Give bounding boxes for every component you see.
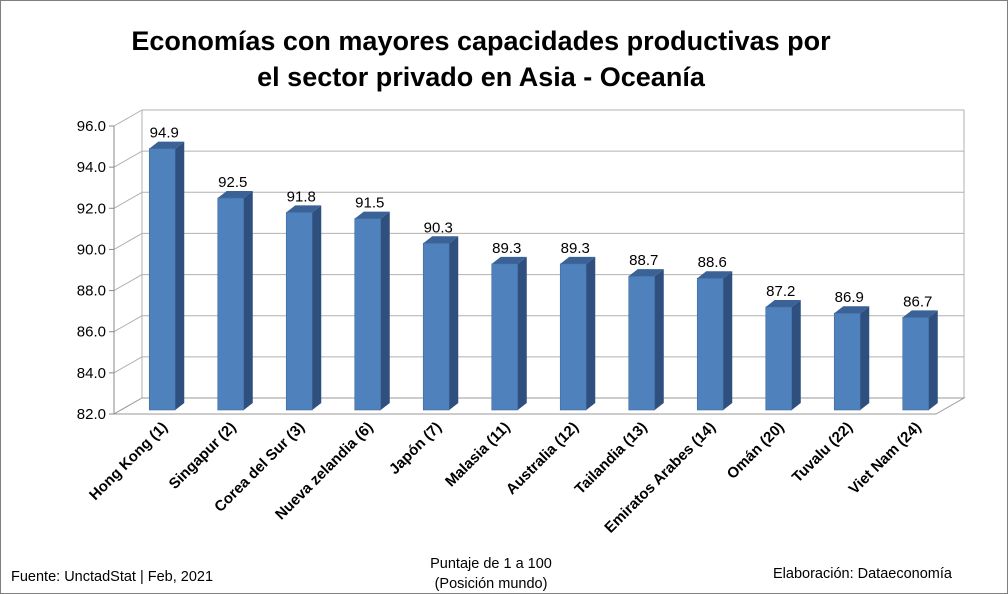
- bar: [422, 242, 450, 411]
- data-label: 92.5: [218, 174, 247, 191]
- bar-side: [860, 306, 870, 410]
- credit-note: Elaboración: Dataeconomía: [773, 566, 952, 582]
- bar-top: [217, 191, 253, 198]
- data-label: 94.9: [150, 125, 179, 142]
- chart-title-line-1: Economías con mayores capacidades produc…: [131, 26, 831, 56]
- gridline-depth: [113, 109, 143, 127]
- gridline-depth: [113, 274, 143, 292]
- bar-top: [354, 211, 390, 219]
- bar: [765, 306, 793, 411]
- bar-side: [312, 205, 322, 410]
- bar-top: [628, 269, 664, 277]
- bar: [354, 218, 382, 411]
- bar-side: [723, 271, 733, 410]
- bar-side: [586, 256, 596, 410]
- bar-side: [449, 236, 459, 410]
- gridline-depth: [113, 315, 143, 333]
- chart-floor: [112, 397, 966, 415]
- bar-side: [517, 256, 527, 410]
- x-tick-label: Omán (20): [724, 419, 788, 483]
- y-tick-label: 90.0: [77, 241, 106, 258]
- score-note-line-2: (Posición mundo): [434, 576, 548, 592]
- gridline-depth: [113, 356, 143, 374]
- x-tick-label: Japón (7): [386, 419, 445, 478]
- score-note: Puntaje de 1 a 100 (Posición mundo): [381, 554, 601, 594]
- gridline-depth: [113, 232, 143, 250]
- data-label: 90.3: [424, 219, 453, 236]
- x-tick-label: Hong Kong (1): [86, 419, 171, 504]
- data-label: 86.7: [903, 293, 932, 310]
- gridline-depth: [113, 191, 143, 209]
- bar-side: [243, 191, 253, 410]
- chart-title: Economías con mayores capacidades produc…: [1, 23, 961, 95]
- bar-top: [834, 306, 870, 314]
- bar-side: [175, 141, 185, 410]
- bar-side: [791, 300, 801, 410]
- bar-top: [423, 236, 459, 244]
- data-label: 89.3: [561, 240, 590, 257]
- bar: [285, 212, 313, 411]
- bar: [833, 312, 861, 411]
- data-label: 88.6: [698, 254, 727, 271]
- gridline-depth: [113, 150, 143, 168]
- bar: [217, 197, 245, 411]
- bar-top: [902, 310, 938, 318]
- data-label: 87.2: [766, 283, 795, 300]
- y-tick-label: 96.0: [77, 118, 106, 135]
- y-tick-label: 94.0: [77, 159, 106, 176]
- bar: [696, 277, 724, 411]
- data-label: 86.9: [835, 289, 864, 306]
- bar-top: [491, 256, 527, 264]
- source-note: Fuente: UnctadStat | Feb, 2021: [11, 569, 214, 585]
- y-tick-label: 88.0: [77, 283, 106, 300]
- bar: [148, 148, 176, 411]
- data-label: 89.3: [492, 240, 521, 257]
- bar-side: [654, 269, 664, 410]
- bar-side: [928, 310, 938, 410]
- x-tick-label: Viet Nam (24): [846, 419, 925, 498]
- y-tick-label: 86.0: [77, 324, 106, 341]
- y-tick-label: 92.0: [77, 200, 106, 217]
- score-note-line-1: Puntaje de 1 a 100: [430, 556, 552, 572]
- x-tick-label: Tuvalu (22): [789, 419, 856, 486]
- bar-top: [149, 141, 185, 149]
- bar: [628, 275, 656, 411]
- data-label: 88.7: [629, 252, 658, 269]
- bar: [491, 263, 519, 411]
- bar-top: [765, 300, 801, 308]
- x-tick-label: Emiratos Arabes (14): [601, 419, 719, 537]
- x-tick-label: Malasia (11): [442, 419, 514, 491]
- bar: [559, 263, 587, 411]
- x-tick-label: Singapur (2): [166, 419, 240, 493]
- chart-title-line-2: el sector privado en Asia - Oceanía: [257, 62, 705, 92]
- bar-side: [380, 211, 390, 410]
- y-tick-label: 82.0: [77, 406, 106, 423]
- x-tick-label: Australia (12): [503, 419, 582, 498]
- bar: [902, 317, 930, 411]
- bar-top: [560, 256, 596, 264]
- data-label: 91.8: [287, 188, 316, 205]
- data-label: 91.5: [355, 195, 384, 212]
- bar-top: [697, 271, 733, 279]
- bar-top: [286, 205, 322, 213]
- y-tick-label: 84.0: [77, 365, 106, 382]
